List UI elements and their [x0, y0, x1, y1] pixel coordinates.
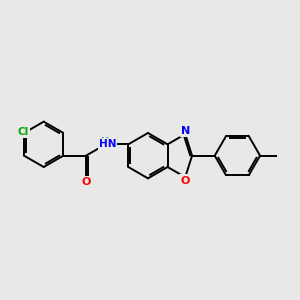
Text: N: N: [106, 139, 115, 149]
Text: O: O: [81, 177, 91, 187]
Text: H: H: [100, 136, 109, 147]
Text: N: N: [181, 126, 190, 136]
Text: HN: HN: [99, 139, 116, 149]
Text: Cl: Cl: [17, 127, 28, 137]
Text: O: O: [181, 176, 190, 186]
